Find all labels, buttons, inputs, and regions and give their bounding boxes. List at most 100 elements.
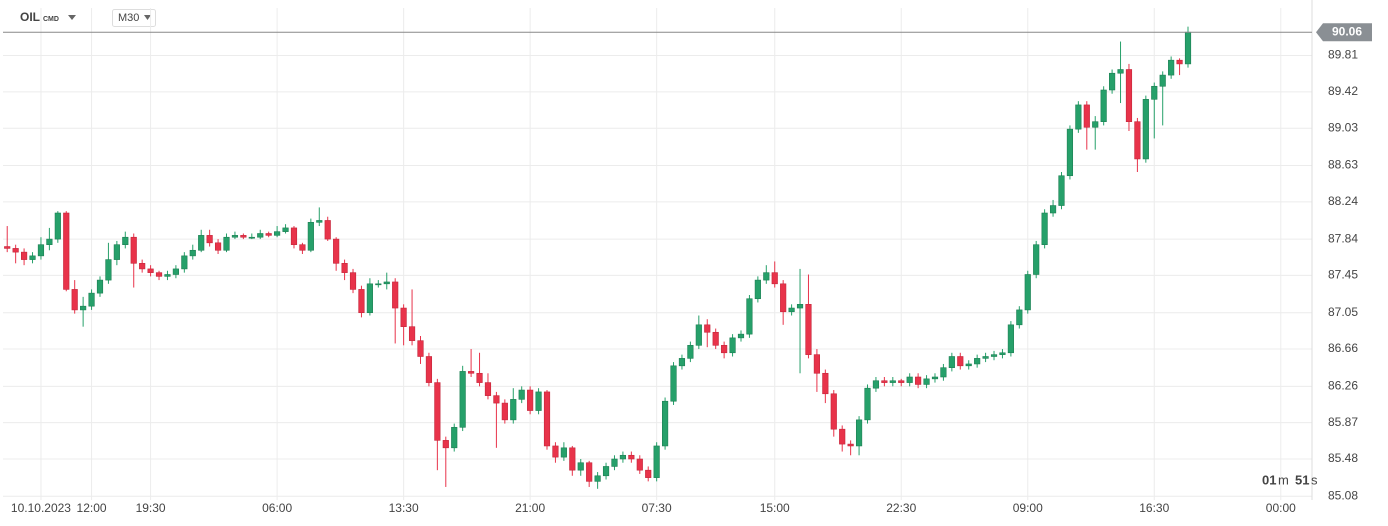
candle-body	[434, 382, 441, 441]
x-tick-label: 21:00	[515, 501, 545, 515]
interval-dropdown	[144, 15, 151, 20]
candle-body	[721, 345, 728, 354]
x-tick-label: 09:00	[1013, 501, 1043, 515]
candle-body	[172, 268, 179, 275]
candle-body	[872, 380, 880, 389]
candle-body	[687, 345, 694, 359]
candle-body	[400, 307, 407, 327]
candle-body	[704, 324, 711, 333]
candle-body	[957, 356, 964, 367]
candle-body	[1033, 244, 1040, 275]
x-tick-label: 10.10.2023	[11, 501, 71, 515]
symbol-dropdown[interactable]	[68, 15, 76, 20]
candle-body	[763, 272, 770, 281]
candle-body	[1117, 69, 1124, 74]
candle-body	[198, 235, 205, 251]
candle-body	[822, 372, 829, 395]
candle-body	[214, 242, 222, 251]
y-tick-label: 86.66	[1328, 341, 1358, 355]
candle-body	[4, 246, 11, 249]
candle-body	[307, 222, 314, 251]
y-tick-label: 87.84	[1328, 231, 1358, 245]
current-price-label: 90.06	[1332, 24, 1362, 38]
candle-body	[442, 440, 449, 449]
candle-body	[130, 236, 137, 264]
candle-body	[375, 283, 382, 286]
y-tick-label: 87.45	[1328, 268, 1358, 282]
candle-body	[881, 380, 888, 383]
interval-box[interactable]	[112, 9, 156, 27]
candle-body	[349, 272, 357, 290]
candle-body	[771, 272, 778, 285]
y-tick-label: 88.24	[1328, 194, 1358, 208]
candle-body	[358, 289, 365, 314]
candle-body	[113, 244, 120, 260]
x-tick-label: 13:30	[389, 501, 419, 515]
symbol: OIL	[20, 10, 40, 24]
x-tick-label: 19:30	[136, 501, 166, 515]
candle-body	[923, 378, 930, 385]
x-tick-label: 22:30	[886, 501, 916, 515]
candle-body	[602, 466, 610, 477]
candle-body	[948, 356, 955, 368]
candle-body	[737, 333, 745, 339]
candle-body	[510, 399, 517, 421]
timer-seconds: 51	[1295, 472, 1309, 487]
candle-body	[535, 391, 542, 411]
candle-body	[1024, 274, 1031, 311]
candle-body	[839, 428, 846, 445]
candle-body	[847, 443, 854, 447]
candle-body	[999, 352, 1006, 355]
candle-body	[636, 458, 643, 471]
candle-body	[476, 372, 483, 383]
timer-minutes: 01	[1262, 472, 1276, 487]
candle-body	[21, 251, 28, 260]
candle-body	[1142, 99, 1149, 160]
candle-body	[282, 227, 289, 232]
candle-body	[1151, 85, 1158, 100]
candle-body	[1041, 212, 1048, 245]
candle-body	[898, 380, 905, 383]
timer-seconds-unit: s	[1311, 472, 1318, 487]
candle-body	[754, 279, 761, 300]
candle-body	[518, 389, 525, 400]
candle-body	[586, 462, 593, 482]
candle-body	[96, 279, 104, 294]
candle-body	[670, 365, 677, 402]
candle-body	[88, 292, 95, 307]
candle-body	[290, 227, 298, 245]
candle-body	[459, 371, 466, 428]
candle-body	[316, 220, 323, 223]
candle-body	[974, 358, 981, 365]
x-tick-label: 15:00	[760, 501, 790, 515]
candle-body	[147, 268, 154, 273]
candle-body	[594, 475, 601, 482]
candle-body	[425, 356, 433, 383]
candle-body	[1066, 128, 1074, 177]
candle-body	[1168, 59, 1175, 76]
candle-body	[805, 304, 812, 355]
candle-body	[80, 305, 87, 311]
candle-body	[1176, 59, 1183, 65]
candle-body	[468, 371, 475, 374]
candle-body	[645, 469, 652, 478]
x-tick-label: 07:30	[642, 501, 672, 515]
candle-body	[248, 236, 255, 239]
candle-body	[619, 454, 626, 460]
candle-body	[906, 376, 913, 383]
x-tick-label: 06:00	[262, 501, 292, 515]
y-tick-label: 89.42	[1328, 84, 1358, 98]
candle-body	[1083, 104, 1090, 128]
candle-body	[813, 354, 820, 374]
y-tick-label: 85.48	[1328, 451, 1358, 465]
candle-body	[1184, 31, 1192, 65]
candle-body	[527, 389, 534, 411]
candle-body	[12, 248, 19, 253]
candle-body	[695, 324, 702, 346]
candle-body	[830, 393, 837, 430]
candle-body	[240, 235, 247, 238]
candle-body	[484, 382, 492, 396]
candle-body	[653, 445, 660, 478]
candle-body	[746, 298, 753, 335]
candle-body	[796, 304, 804, 309]
